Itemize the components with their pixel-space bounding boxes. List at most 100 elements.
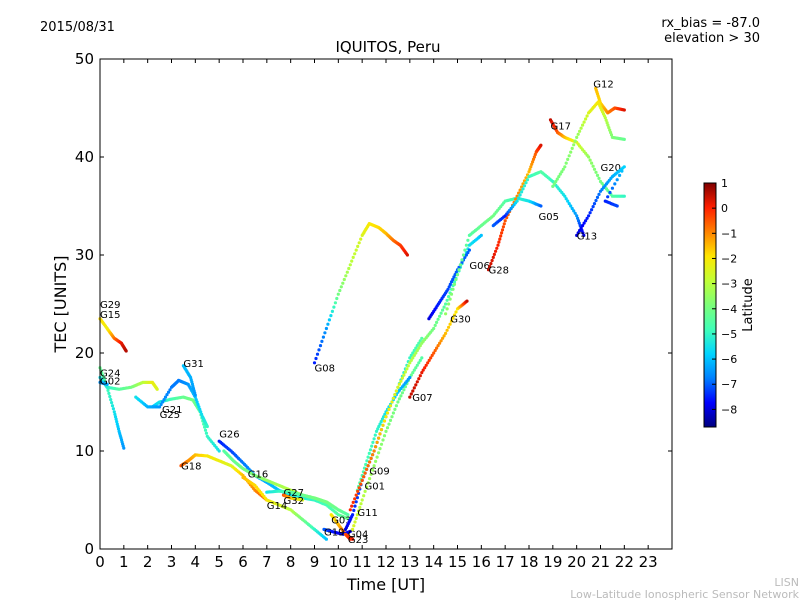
data-point xyxy=(195,400,199,404)
data-point xyxy=(464,253,468,257)
data-point xyxy=(432,326,436,331)
data-point xyxy=(441,336,445,340)
data-point xyxy=(371,468,375,472)
data-point xyxy=(418,374,422,378)
x-tick-label: 13 xyxy=(400,553,419,571)
data-point xyxy=(573,211,577,215)
data-point xyxy=(500,231,504,235)
data-point xyxy=(330,309,334,313)
data-point xyxy=(417,341,421,345)
x-tick-label: 14 xyxy=(424,553,443,571)
series-label: G19 xyxy=(324,527,344,538)
data-point xyxy=(452,280,457,284)
data-point xyxy=(584,219,588,223)
data-point xyxy=(362,494,366,498)
data-point xyxy=(377,436,381,440)
series-G08: G08 xyxy=(312,222,409,375)
x-tick-label: 7 xyxy=(262,553,272,571)
data-point xyxy=(489,262,493,266)
series-label: G01 xyxy=(365,481,385,492)
data-point xyxy=(455,273,460,277)
data-point xyxy=(527,170,531,174)
data-point xyxy=(105,382,109,386)
data-point xyxy=(374,459,378,463)
data-point xyxy=(159,402,163,407)
data-point xyxy=(581,123,585,127)
data-point xyxy=(387,422,391,426)
data-point xyxy=(110,404,115,408)
series-label: G11 xyxy=(357,508,377,519)
data-point xyxy=(609,133,614,137)
data-point xyxy=(442,305,446,309)
colorbar-tick-label: −8 xyxy=(721,403,737,416)
data-point xyxy=(411,389,415,393)
data-point xyxy=(454,270,458,274)
data-point xyxy=(336,292,340,296)
data-point xyxy=(412,368,416,372)
series-label: G32 xyxy=(284,496,304,507)
x-tick-label: 1 xyxy=(119,553,129,571)
data-point xyxy=(381,423,385,427)
data-point xyxy=(362,475,366,479)
data-point xyxy=(388,418,393,422)
data-point xyxy=(405,367,409,371)
data-point xyxy=(100,371,104,375)
data-point xyxy=(454,277,458,282)
data-point xyxy=(488,265,492,269)
data-point xyxy=(360,478,364,482)
data-point xyxy=(531,157,536,161)
data-point xyxy=(388,404,393,408)
data-point xyxy=(572,209,576,213)
series-label: G23 xyxy=(348,535,368,546)
data-point xyxy=(377,451,381,455)
data-point xyxy=(412,386,416,390)
data-point xyxy=(333,301,337,305)
data-point xyxy=(110,401,114,405)
data-point xyxy=(563,165,567,169)
data-point xyxy=(390,415,394,419)
data-point xyxy=(203,428,208,432)
data-point xyxy=(358,505,362,509)
y-tick-label: 10 xyxy=(75,442,94,460)
data-point xyxy=(606,123,610,127)
data-point xyxy=(569,204,573,208)
data-point xyxy=(522,184,527,188)
x-tick-label: 15 xyxy=(448,553,467,571)
data-point xyxy=(111,407,115,411)
series-label: G16 xyxy=(248,470,268,481)
data-point xyxy=(342,277,346,282)
data-point xyxy=(354,500,358,504)
data-point xyxy=(585,216,589,220)
data-point xyxy=(415,348,419,353)
data-point xyxy=(579,126,583,130)
data-point xyxy=(579,226,583,230)
data-point xyxy=(196,402,200,407)
data-point xyxy=(359,237,363,241)
data-point xyxy=(373,433,377,437)
data-point xyxy=(359,482,363,486)
data-point xyxy=(492,252,496,256)
data-point xyxy=(490,258,494,263)
x-tick-label: 20 xyxy=(567,553,586,571)
data-point xyxy=(460,260,464,264)
plot-frame xyxy=(99,58,673,550)
data-point xyxy=(448,297,452,301)
data-point xyxy=(348,529,352,534)
x-tick-label: 16 xyxy=(472,553,491,571)
data-point xyxy=(193,393,197,397)
y-tick-label: 30 xyxy=(75,246,94,264)
data-point xyxy=(582,221,586,225)
colorbar: 1 0 −1 −2 −3 −4 −5 −6 −7 −8 Latitude xyxy=(703,177,756,428)
data-point xyxy=(486,268,491,272)
data-point xyxy=(372,449,376,453)
data-point xyxy=(351,500,355,504)
data-point xyxy=(411,371,415,375)
data-point xyxy=(318,344,323,348)
data-point xyxy=(451,287,455,291)
data-point xyxy=(458,263,463,267)
data-point xyxy=(449,280,454,284)
data-point xyxy=(391,411,395,415)
data-point xyxy=(400,376,404,380)
data-point xyxy=(597,176,601,180)
data-point xyxy=(163,395,168,399)
